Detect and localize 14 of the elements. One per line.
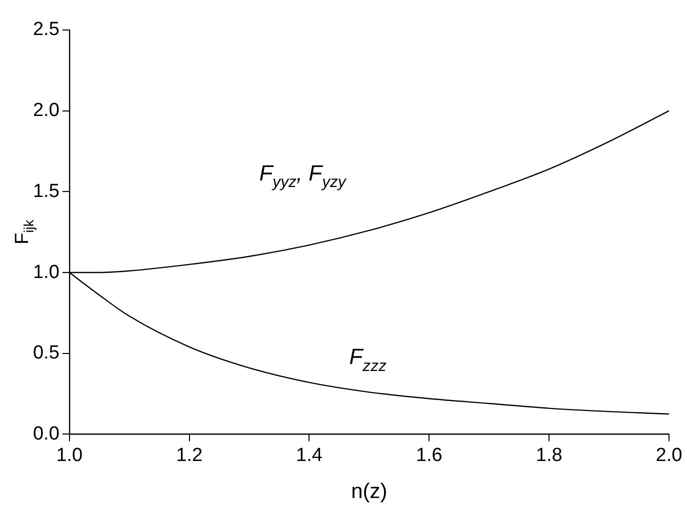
x-tick-label: 1.4 (296, 444, 323, 466)
y-tick-label: 0.0 (32, 423, 60, 444)
x-tick-label: 1.8 (536, 444, 562, 466)
x-tick-label: 2.0 (656, 444, 682, 466)
x-tick-label: 1.2 (176, 444, 203, 466)
x-tick-label: 1.6 (416, 444, 442, 466)
y-tick-label: 2.0 (32, 100, 60, 122)
y-tick-label: 1.5 (32, 180, 60, 202)
y-tick-label: 2.5 (32, 19, 60, 40)
x-tick-label: 1.0 (56, 444, 83, 466)
y-tick-label: 1.0 (32, 262, 60, 283)
y-tick-label: 0.5 (32, 342, 60, 364)
x-axis-title: n(z) (351, 480, 388, 503)
y-axis-title: Fijk (12, 220, 37, 244)
